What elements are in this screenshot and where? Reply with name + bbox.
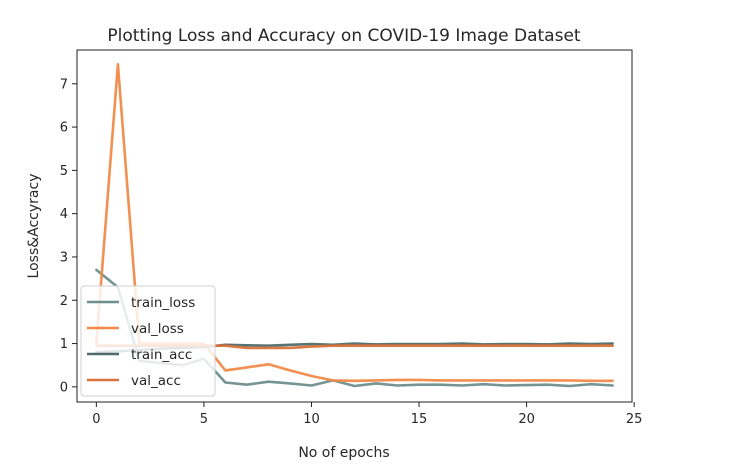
y-axis: 0 1 2 3 4 5 6 7 [60,77,77,395]
x-tick-label: 25 [626,412,643,427]
y-tick-label: 3 [60,250,68,265]
y-tick-label: 7 [60,77,68,92]
x-tick-label: 10 [303,412,320,427]
legend: train_loss val_loss train_acc val_acc [80,285,216,397]
legend-label-val_acc: val_acc [131,373,181,389]
y-axis-title: Loss&Accyracy [26,174,42,279]
x-axis-title: No of epochs [298,445,389,461]
y-tick-label: 1 [60,337,68,352]
y-tick-label: 4 [60,207,68,222]
y-tick-label: 5 [60,164,68,179]
y-tick-label: 0 [60,380,68,395]
chart-title: Plotting Loss and Accuracy on COVID-19 I… [107,26,580,46]
legend-label-train_loss: train_loss [131,295,195,311]
y-tick-label: 6 [60,121,68,136]
legend-box [80,285,216,397]
x-axis: 0 5 10 15 20 25 [92,402,642,427]
x-tick-label: 20 [518,412,535,427]
legend-label-train_acc: train_acc [131,347,192,363]
legend-label-val_loss: val_loss [131,321,184,337]
plot-frame [76,49,633,403]
x-tick-label: 15 [411,412,428,427]
y-tick-label: 2 [60,294,68,309]
x-tick-label: 5 [200,412,208,427]
x-tick-label: 0 [92,412,100,427]
